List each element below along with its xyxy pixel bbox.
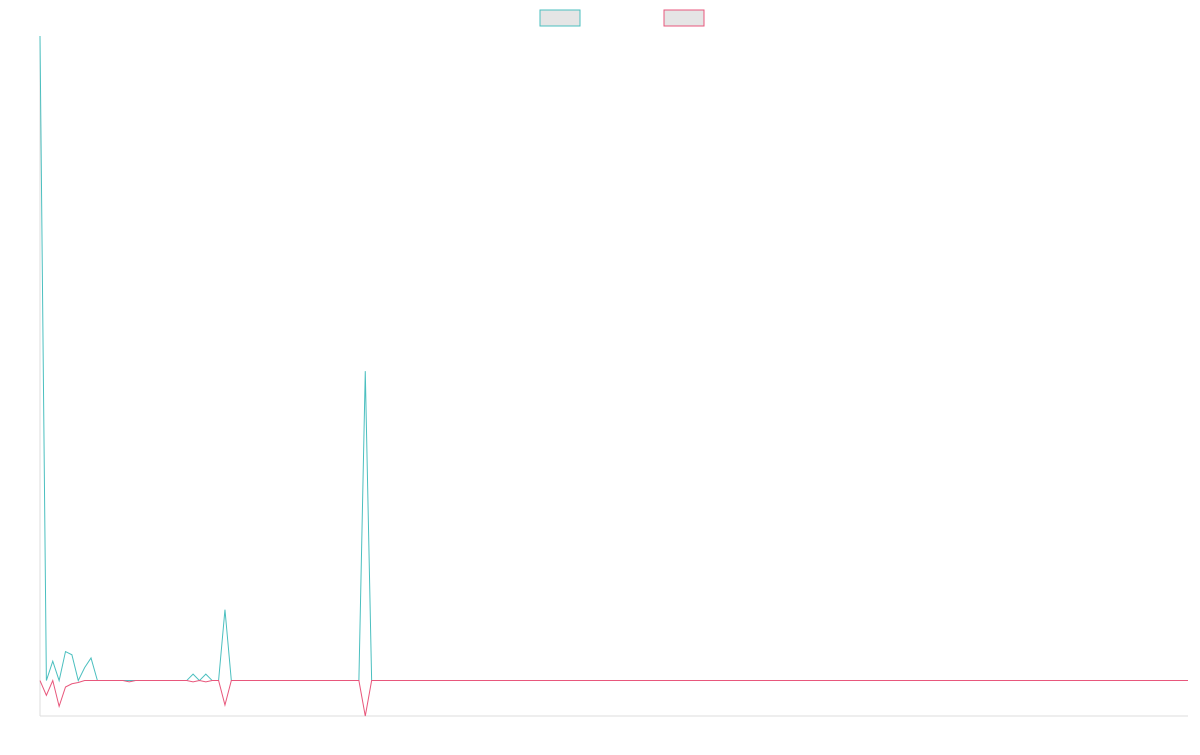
series-line-1 [39,35,1188,683]
legend [539,9,705,27]
axes [39,36,1188,717]
series-line-2 [39,678,1188,717]
legend-swatch-2[interactable] [663,9,705,27]
legend-swatch-1[interactable] [539,9,581,27]
series-layer [39,35,1188,717]
